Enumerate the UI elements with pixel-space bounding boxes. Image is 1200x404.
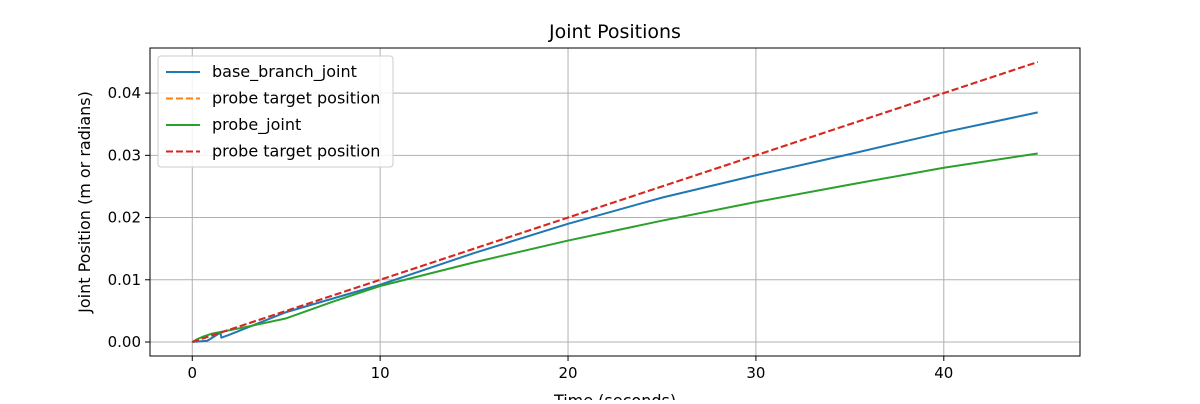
- axis-ticks: 0 10 20 30 40 0.00 0.01 0.02 0.03 0.04: [108, 84, 954, 382]
- x-tick-label: 40: [934, 364, 953, 382]
- y-tick-label: 0.03: [108, 146, 141, 164]
- series-line-2: [191, 152, 1038, 343]
- legend-label: probe_joint: [212, 115, 301, 135]
- grid: [150, 48, 1080, 356]
- y-axis-label: Joint Position (m or radians): [75, 91, 94, 314]
- chart-title: Joint Positions: [548, 21, 681, 43]
- y-tick-label: 0.04: [108, 84, 141, 102]
- x-tick-label: 10: [371, 364, 390, 382]
- plot-series: [191, 61, 1039, 343]
- legend-label: probe target position: [212, 89, 380, 108]
- x-tick-label: 0: [187, 364, 197, 382]
- x-axis-label: Time (seconds): [553, 391, 676, 400]
- legend-label: base_branch_joint: [212, 62, 357, 82]
- plot-frame: [149, 47, 1081, 357]
- x-tick-label: 20: [558, 364, 577, 382]
- x-tick-label: 30: [746, 364, 765, 382]
- y-tick-label: 0.01: [108, 271, 141, 289]
- y-tick-label: 0.00: [108, 333, 141, 351]
- legend-box: [157, 55, 394, 168]
- legend-label: probe target position: [212, 142, 380, 161]
- y-tick-label: 0.02: [108, 209, 141, 227]
- series-line-0: [192, 111, 1038, 343]
- series-line-3: [191, 61, 1039, 343]
